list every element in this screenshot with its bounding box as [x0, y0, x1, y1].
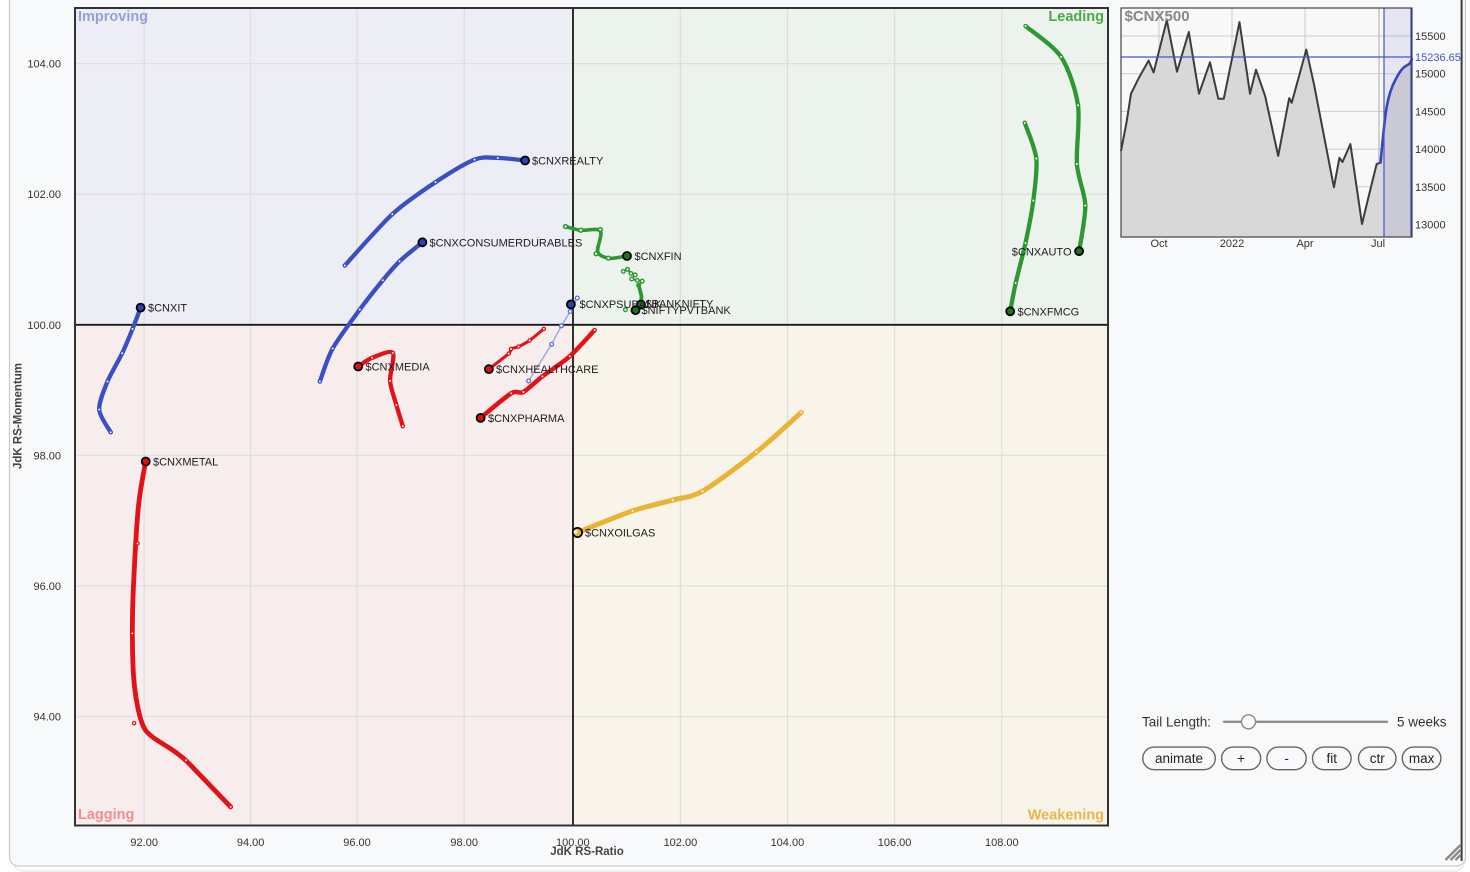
- svg-text:14000: 14000: [1415, 144, 1446, 156]
- svg-text:13000: 13000: [1415, 220, 1446, 232]
- svg-text:$CNX500: $CNX500: [1125, 8, 1190, 25]
- svg-text:108.00: 108.00: [985, 837, 1019, 849]
- svg-text:Weakening: Weakening: [1028, 808, 1104, 824]
- svg-text:104.00: 104.00: [27, 59, 61, 71]
- svg-text:100.00: 100.00: [556, 837, 590, 849]
- svg-text:$CNXPHARMA: $CNXPHARMA: [488, 413, 565, 425]
- svg-text:Apr: Apr: [1296, 238, 1313, 250]
- svg-text:+: +: [1237, 751, 1245, 766]
- svg-text:$CNXHEALTHCARE: $CNXHEALTHCARE: [496, 364, 599, 376]
- svg-text:98.00: 98.00: [450, 837, 478, 849]
- svg-text:Tail Length:: Tail Length:: [1142, 715, 1211, 730]
- svg-text:Improving: Improving: [78, 9, 148, 25]
- svg-text:$CNXMEDIA: $CNXMEDIA: [366, 362, 431, 374]
- svg-text:100.00: 100.00: [27, 320, 61, 332]
- svg-text:14500: 14500: [1415, 106, 1446, 118]
- svg-text:15236.65: 15236.65: [1415, 52, 1461, 64]
- svg-text:96.00: 96.00: [343, 837, 371, 849]
- svg-text:$CNXIT: $CNXIT: [148, 303, 187, 315]
- svg-text:fit: fit: [1327, 751, 1338, 766]
- svg-text:15500: 15500: [1415, 31, 1446, 43]
- svg-text:92.00: 92.00: [130, 837, 158, 849]
- svg-text:-: -: [1284, 751, 1289, 766]
- svg-text:106.00: 106.00: [878, 837, 912, 849]
- svg-text:$CNXFIN: $CNXFIN: [635, 251, 682, 263]
- svg-text:2022: 2022: [1220, 238, 1244, 250]
- svg-text:$CNXPSUBANK: $CNXPSUBANK: [580, 299, 663, 311]
- svg-text:$CNXAUTO: $CNXAUTO: [1012, 246, 1072, 258]
- svg-text:104.00: 104.00: [771, 837, 805, 849]
- svg-text:$NIFTYPVTBANK: $NIFTYPVTBANK: [642, 305, 732, 317]
- svg-text:$CNXREALTY: $CNXREALTY: [532, 156, 604, 168]
- svg-text:JdK RS-Ratio: JdK RS-Ratio: [550, 846, 623, 858]
- svg-text:Oct: Oct: [1150, 238, 1167, 250]
- svg-text:102.00: 102.00: [664, 837, 698, 849]
- svg-text:ctr: ctr: [1370, 751, 1386, 766]
- svg-text:15000: 15000: [1415, 69, 1446, 81]
- svg-text:Lagging: Lagging: [78, 807, 134, 823]
- svg-text:$CNXMETAL: $CNXMETAL: [153, 457, 218, 469]
- svg-text:$BANKNIFTY: $BANKNIFTY: [646, 299, 715, 311]
- svg-text:98.00: 98.00: [33, 450, 61, 462]
- svg-text:94.00: 94.00: [33, 712, 61, 724]
- svg-text:$CNXOILGAS: $CNXOILGAS: [585, 528, 655, 540]
- svg-text:Jul: Jul: [1371, 238, 1385, 250]
- svg-text:13500: 13500: [1415, 182, 1446, 194]
- svg-text:max: max: [1409, 751, 1435, 766]
- svg-text:102.00: 102.00: [27, 189, 61, 201]
- svg-text:5 weeks: 5 weeks: [1397, 715, 1447, 730]
- svg-text:$CNXFMCG: $CNXFMCG: [1018, 306, 1080, 318]
- svg-text:animate: animate: [1155, 751, 1203, 766]
- svg-text:Leading: Leading: [1048, 9, 1104, 25]
- svg-text:94.00: 94.00: [237, 837, 265, 849]
- svg-text:96.00: 96.00: [33, 581, 61, 593]
- svg-text:JdK RS-Momentum: JdK RS-Momentum: [13, 363, 25, 469]
- svg-text:$CNXCONSUMERDURABLES: $CNXCONSUMERDURABLES: [430, 237, 583, 249]
